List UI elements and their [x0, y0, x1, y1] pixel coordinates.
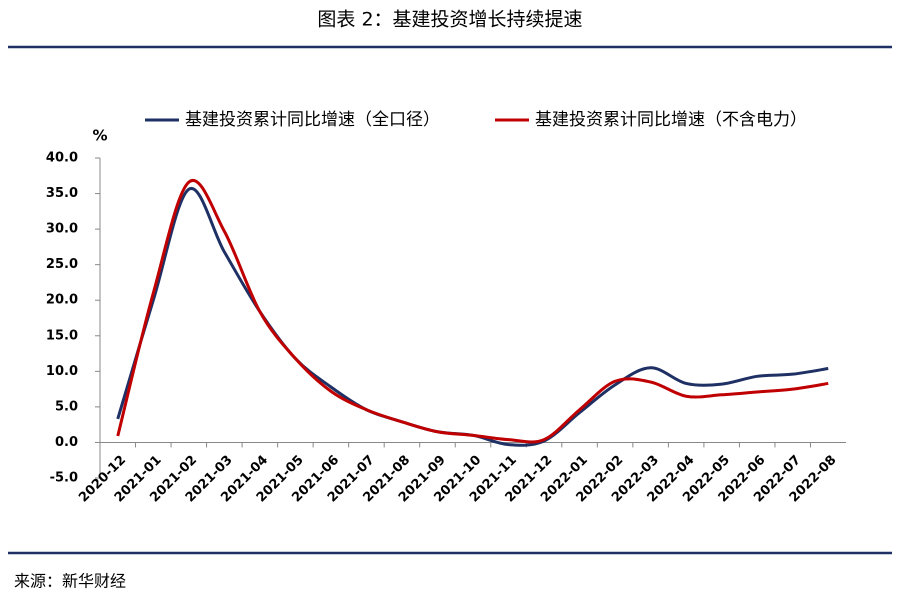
chart-title: 图表 2：基建投资增长持续提速 — [317, 9, 582, 31]
series-line — [116, 187, 829, 447]
y-tick-label: 25.0 — [46, 257, 78, 272]
y-tick-label: 15.0 — [46, 328, 78, 343]
legend-label: 基建投资累计同比增速（不含电力） — [535, 110, 807, 130]
y-tick-label: 40.0 — [46, 151, 78, 166]
y-axis-label: % — [92, 127, 107, 145]
y-tick-label: 35.0 — [46, 186, 78, 201]
y-tick-label: 10.0 — [46, 364, 78, 379]
series-line — [116, 178, 829, 444]
y-tick-label: 20.0 — [46, 293, 78, 308]
y-tick-label: -5.0 — [50, 471, 78, 486]
y-tick-label: 0.0 — [55, 435, 78, 450]
legend-label: 基建投资累计同比增速（全口径） — [185, 110, 440, 130]
y-tick-label: 5.0 — [55, 399, 78, 414]
y-tick-label: 30.0 — [46, 222, 78, 237]
source: 来源：新华财经 — [14, 572, 126, 591]
